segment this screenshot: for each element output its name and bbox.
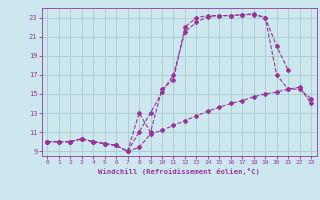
X-axis label: Windchill (Refroidissement éolien,°C): Windchill (Refroidissement éolien,°C) <box>98 168 260 175</box>
